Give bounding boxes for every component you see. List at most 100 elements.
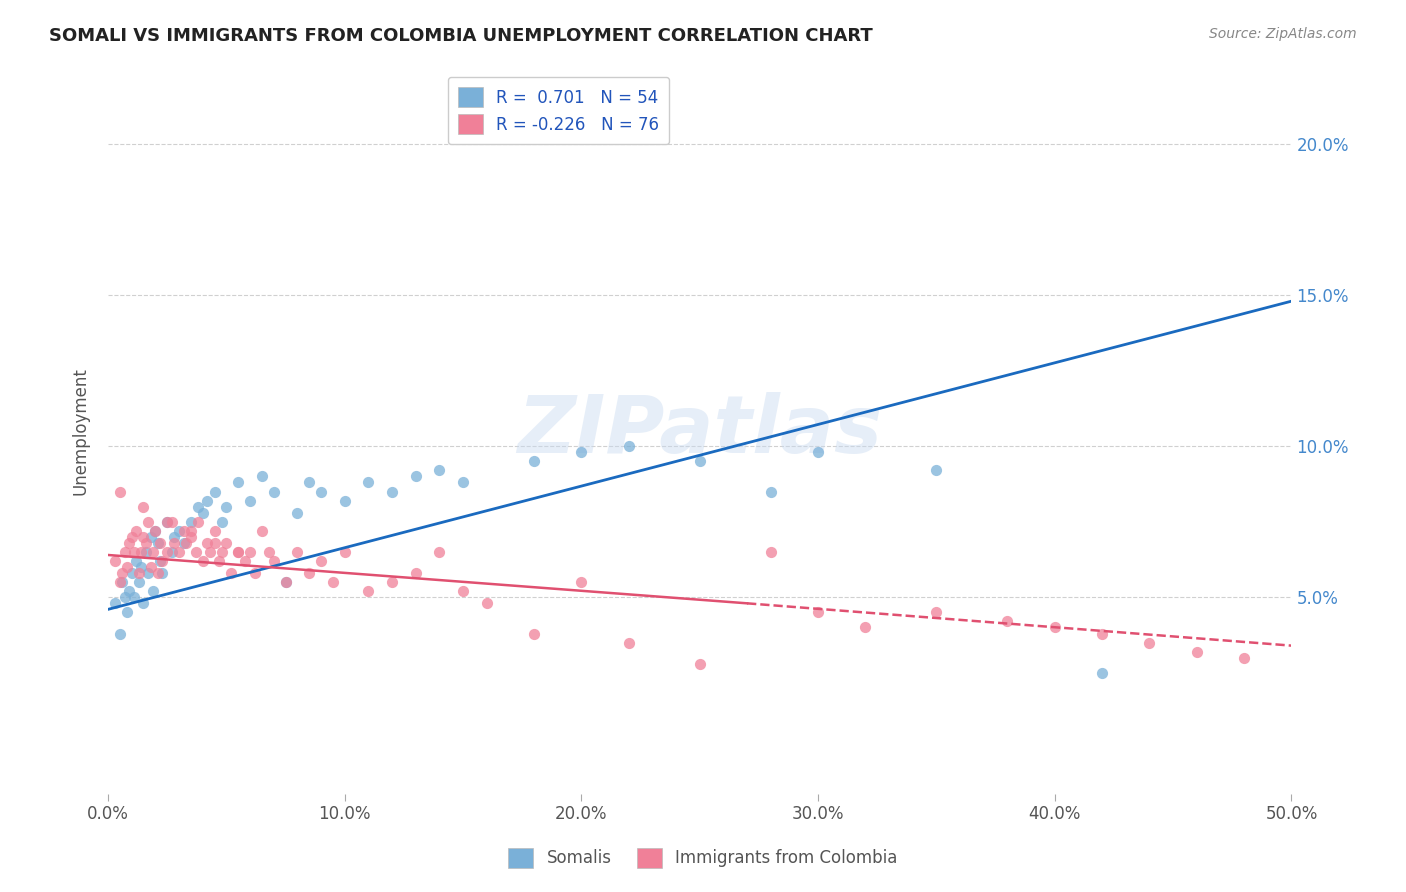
Point [146,566,169,580]
Point [274,575,297,590]
Point [104,554,127,568]
Text: Source: ZipAtlas.com: Source: ZipAtlas.com [1209,27,1357,41]
Point [807,606,830,620]
Point [322,575,344,590]
Point [427,463,450,477]
Point [274,575,297,590]
Point [191,554,214,568]
Point [333,493,356,508]
Point [108,575,131,590]
Point [132,530,155,544]
Point [156,515,179,529]
Point [250,469,273,483]
Point [115,560,138,574]
Point [122,545,145,559]
Point [381,575,404,590]
Point [167,545,190,559]
Point [263,484,285,499]
Point [1091,626,1114,640]
Point [160,545,183,559]
Point [156,515,179,529]
Point [136,515,159,529]
Point [135,536,157,550]
Point [405,469,427,483]
Point [180,524,202,538]
Point [143,524,166,538]
Point [925,463,948,477]
Point [204,536,226,550]
Point [114,545,136,559]
Point [569,575,592,590]
Point [569,445,592,459]
Point [233,554,256,568]
Point [129,545,152,559]
Point [146,536,169,550]
Point [139,530,162,544]
Point [198,545,221,559]
Point [219,566,242,580]
Point [152,566,174,580]
Point [239,493,262,508]
Point [111,575,134,590]
Point [208,554,231,568]
Point [118,536,141,550]
Point [617,635,640,649]
Point [617,439,640,453]
Point [149,554,172,568]
Point [160,515,183,529]
Point [173,524,195,538]
Point [121,530,143,544]
Point [204,484,226,499]
Point [122,591,145,605]
Point [173,536,195,550]
Text: ZIPatlas: ZIPatlas [517,392,882,470]
Point [333,545,356,559]
Point [128,575,150,590]
Point [163,536,186,550]
Point [475,596,498,610]
Legend: R =  0.701   N = 54, R = -0.226   N = 76: R = 0.701 N = 54, R = -0.226 N = 76 [447,77,669,145]
Point [121,566,143,580]
Point [226,545,249,559]
Text: SOMALI VS IMMIGRANTS FROM COLOMBIA UNEMPLOYMENT CORRELATION CHART: SOMALI VS IMMIGRANTS FROM COLOMBIA UNEMP… [49,27,873,45]
Point [1233,650,1256,665]
Point [451,475,474,490]
Y-axis label: Unemployment: Unemployment [72,368,89,495]
Point [129,560,152,574]
Point [1043,620,1066,634]
Point [226,475,249,490]
Point [108,626,131,640]
Point [128,566,150,580]
Point [163,530,186,544]
Point [997,615,1019,629]
Point [451,584,474,599]
Point [104,596,127,610]
Point [759,484,782,499]
Point [1139,635,1161,649]
Point [298,566,321,580]
Point [111,566,134,580]
Point [285,506,308,520]
Point [180,530,202,544]
Point [125,524,148,538]
Point [357,584,380,599]
Point [523,626,546,640]
Point [215,500,238,514]
Point [167,524,190,538]
Point [1185,645,1208,659]
Point [405,566,427,580]
Point [226,545,249,559]
Point [191,506,214,520]
Point [285,545,308,559]
Point [132,596,155,610]
Point [309,484,332,499]
Legend: Somalis, Immigrants from Colombia: Somalis, Immigrants from Colombia [502,841,904,875]
Point [855,620,877,634]
Point [257,545,280,559]
Point [523,454,546,468]
Point [115,606,138,620]
Point [298,475,321,490]
Point [309,554,332,568]
Point [250,524,273,538]
Point [243,566,266,580]
